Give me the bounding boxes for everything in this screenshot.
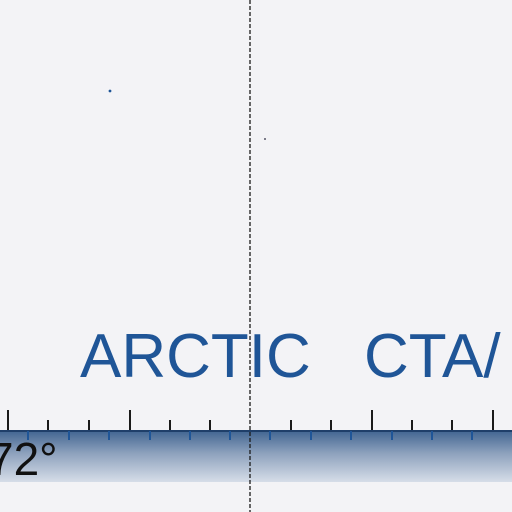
scale-ticks-top [7,410,494,430]
region-label-arctic: ARCTIC [80,322,311,391]
latitude-band [0,430,512,482]
scale-ticks-band [27,431,473,440]
latitude-label: 72° [0,433,58,485]
region-label-cta: CTA/ [364,322,501,391]
map-dot [108,89,112,93]
map-dot [264,138,266,140]
